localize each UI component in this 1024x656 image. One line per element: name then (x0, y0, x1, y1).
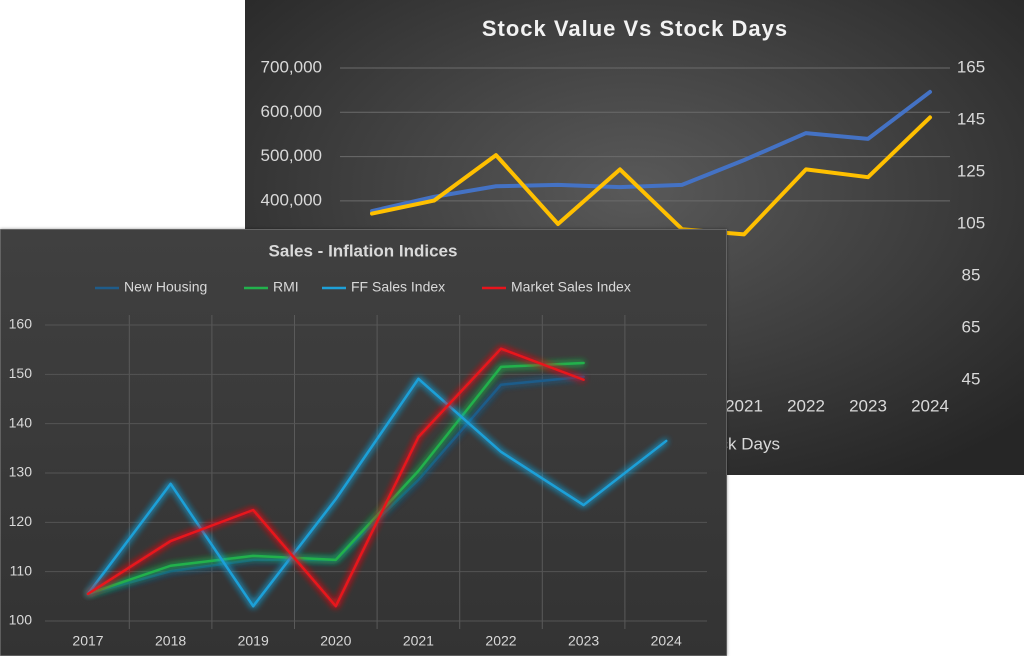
sales-chart: Sales - Inflation Indices 100 110 120 130 140… (0, 229, 727, 656)
y2-tick-label: 65 (962, 317, 981, 336)
chart-title: Sales - Inflation Indices (269, 241, 458, 260)
x-tick-label: 2021 (403, 633, 434, 649)
y-tick-label: 120 (9, 513, 33, 529)
x-tick-label: 2019 (238, 633, 269, 649)
y-tick-label: 600,000 (261, 102, 322, 121)
y-tick-label: 400,000 (261, 190, 322, 209)
y-tick-label: 140 (9, 414, 33, 430)
y2-tick-label: 105 (957, 213, 985, 232)
y-tick-label: 500,000 (261, 146, 322, 165)
chart-title: Stock Value Vs Stock Days (482, 16, 788, 41)
x-tick-label: 2020 (320, 633, 351, 649)
y2-tick-label: 125 (957, 161, 985, 180)
x-tick-label: 2023 (849, 396, 887, 415)
x-tick-label: 2017 (72, 633, 103, 649)
legend-label: RMI (273, 279, 299, 295)
y-tick-label: 160 (9, 316, 33, 332)
y-tick-label: 110 (10, 562, 33, 578)
x-tick-label: 2022 (485, 633, 516, 649)
y2-tick-label: 145 (957, 109, 985, 128)
x-tick-label: 2021 (725, 396, 763, 415)
series-line (86, 347, 585, 608)
y-tick-label: 700,000 (261, 57, 322, 76)
legend-label: FF Sales Index (351, 279, 445, 295)
y2-tick-label: 85 (962, 265, 981, 284)
series-line (370, 89, 932, 214)
legend-label: New Housing (124, 279, 207, 295)
x-tick-label: 2018 (155, 633, 186, 649)
legend-label: Market Sales Index (511, 279, 631, 295)
y2-tick-label: 165 (957, 57, 985, 76)
series-line (370, 115, 932, 237)
y-tick-label: 150 (9, 365, 33, 381)
x-tick-label: 2023 (568, 633, 599, 649)
series-line (86, 377, 668, 608)
x-tick-label: 2024 (651, 633, 682, 649)
y-tick-label: 100 (9, 612, 33, 628)
series-line (86, 361, 585, 596)
y-tick-label: 130 (9, 464, 33, 480)
y2-tick-label: 45 (962, 369, 981, 388)
x-tick-label: 2024 (911, 396, 949, 415)
x-tick-label: 2022 (787, 396, 825, 415)
